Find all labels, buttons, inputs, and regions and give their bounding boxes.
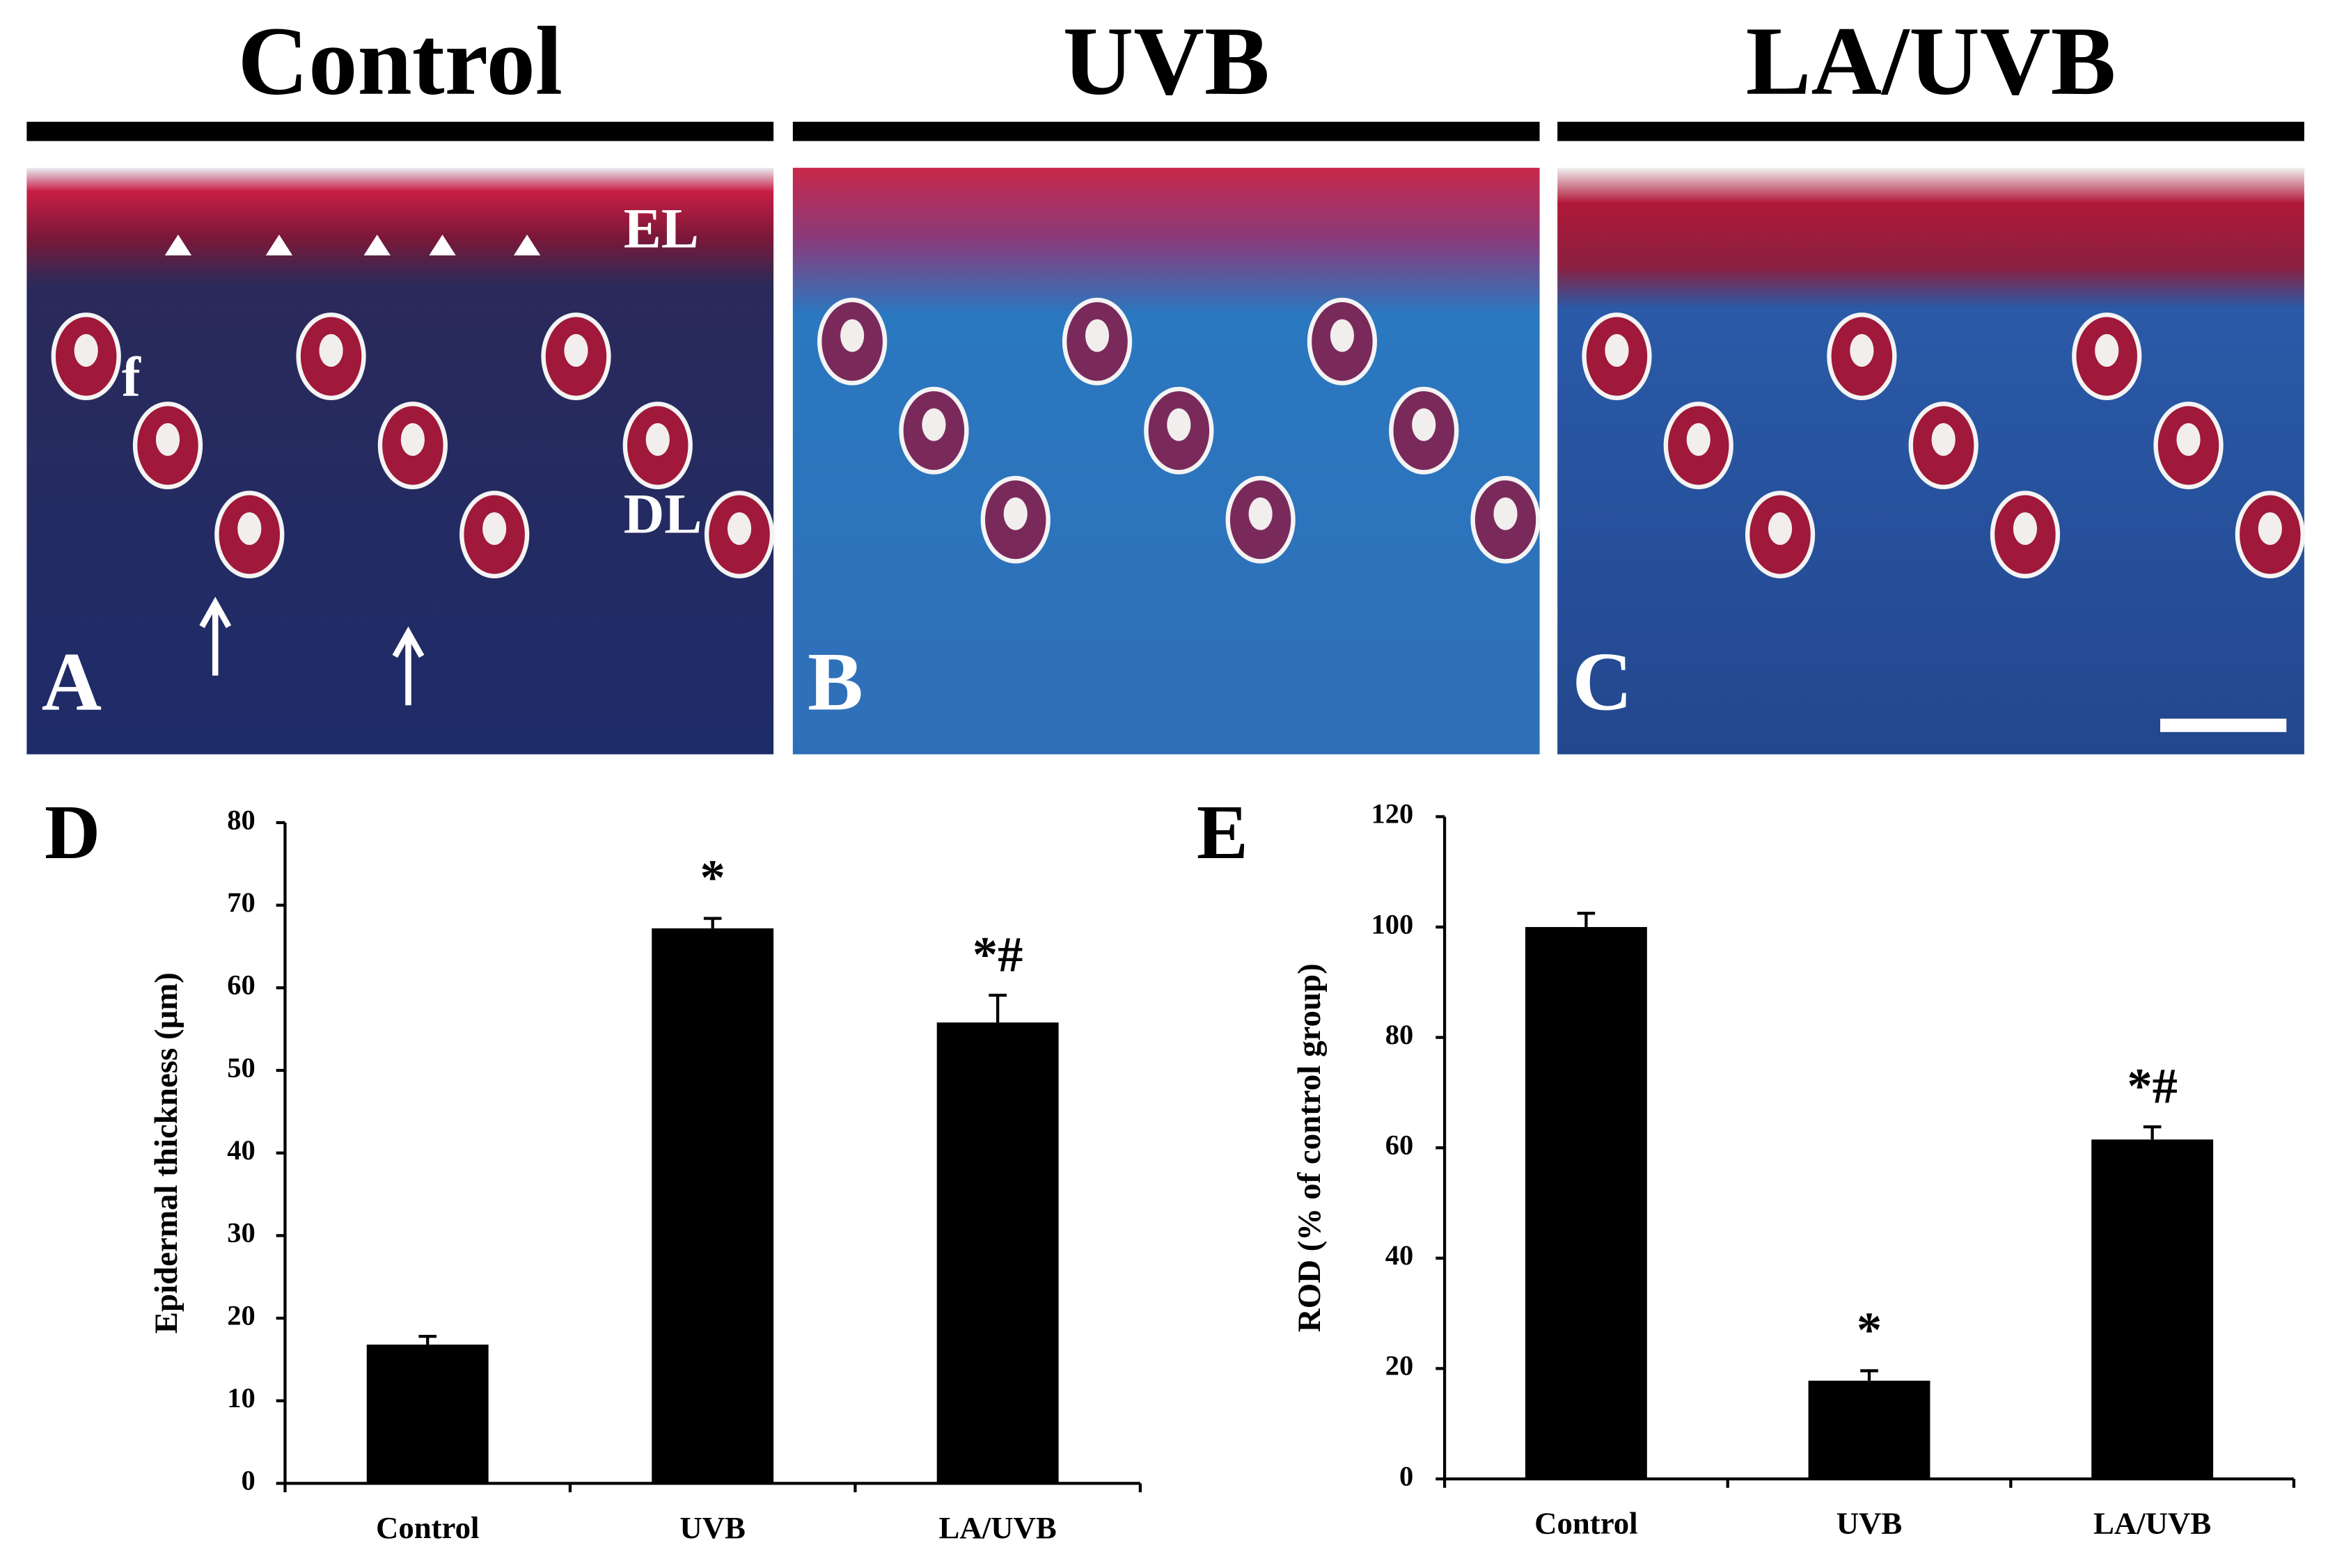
arrowhead [429, 235, 456, 255]
panel-letter: B [808, 635, 863, 727]
bar [652, 928, 774, 1484]
follicle-core [1768, 512, 1793, 546]
follicle-core [482, 512, 507, 546]
y-tick-label: 80 [227, 804, 255, 835]
y-tick-label: 20 [227, 1299, 255, 1331]
follicle-core [1412, 408, 1436, 441]
follicle-core [1248, 497, 1273, 530]
y-tick-label: 10 [227, 1382, 255, 1413]
arrow-head [392, 626, 425, 658]
significance-mark: *# [2127, 1058, 2178, 1114]
follicle-core [1493, 497, 1518, 530]
follicle-core [922, 408, 946, 441]
arrowhead [164, 235, 192, 255]
panel-title: Control [237, 8, 563, 116]
panel-letter: A [42, 635, 102, 727]
y-tick-label: 0 [1399, 1460, 1413, 1491]
y-tick-label: 70 [227, 887, 255, 918]
x-tick-label: UVB [1837, 1506, 1903, 1541]
x-tick-label: Control [376, 1510, 479, 1545]
y-tick-label: 80 [1385, 1019, 1414, 1050]
y-tick-label: 120 [1371, 798, 1414, 830]
panel-label: f [122, 346, 141, 409]
arrow-head [199, 596, 232, 628]
follicle-core [155, 423, 180, 456]
follicle-core [2095, 334, 2119, 367]
follicle-core [400, 423, 425, 456]
y-axis-label: Epidermal thickness (μm) [148, 972, 184, 1333]
bar [2091, 1139, 2214, 1479]
follicle-core [1003, 497, 1028, 530]
y-tick-label: 100 [1371, 908, 1414, 940]
follicle-core [319, 334, 343, 367]
panel-title: UVB [1063, 8, 1270, 116]
follicle-core [2258, 512, 2282, 546]
y-tick-label: 50 [227, 1052, 255, 1083]
follicle-core [1167, 408, 1191, 441]
follicle-core [74, 334, 98, 367]
x-tick-label: LA/UVB [939, 1510, 1057, 1545]
title-rule [26, 121, 774, 141]
panel-label: DL [624, 482, 702, 545]
title-rule [792, 121, 1540, 141]
follicle-core [237, 512, 262, 546]
panel-letter: C [1572, 635, 1632, 727]
panel-letter: D [45, 789, 100, 875]
y-axis-label: ROD (% of control group) [1291, 963, 1328, 1332]
follicle-core [1850, 334, 1874, 367]
y-tick-label: 30 [227, 1217, 255, 1249]
x-tick-label: LA/UVB [2093, 1506, 2211, 1541]
follicle-core [1605, 334, 1629, 367]
panel-title: LA/UVB [1746, 8, 2116, 116]
bar [936, 1022, 1059, 1484]
panel-letter: E [1197, 789, 1248, 875]
follicle-core [645, 423, 670, 456]
y-tick-label: 40 [227, 1134, 255, 1166]
x-tick-label: Control [1534, 1506, 1637, 1541]
x-tick-label: UVB [679, 1510, 746, 1545]
bar [1525, 927, 1647, 1479]
follicle-core [728, 512, 752, 546]
panel-label: EL [624, 198, 699, 260]
scale-bar [2160, 718, 2287, 732]
y-tick-label: 40 [1385, 1240, 1414, 1271]
arrowhead [363, 235, 391, 255]
follicle-core [2176, 423, 2201, 456]
bar [1808, 1380, 1930, 1479]
y-tick-label: 60 [227, 969, 255, 1001]
follicle-core [2013, 512, 2037, 546]
arrowhead [513, 235, 541, 255]
significance-mark: * [1857, 1301, 1882, 1358]
title-rule [1557, 121, 2304, 141]
follicle-core [1931, 423, 1956, 456]
y-tick-label: 60 [1385, 1130, 1414, 1161]
follicle-core [840, 319, 865, 352]
arrowhead [265, 235, 293, 255]
bar [366, 1345, 489, 1484]
follicle-core [1330, 319, 1354, 352]
follicle-core [564, 334, 588, 367]
follicle-core [1085, 319, 1110, 352]
significance-mark: *# [973, 926, 1023, 982]
follicle-core [1686, 423, 1710, 456]
significance-mark: * [700, 849, 725, 905]
y-tick-label: 20 [1385, 1350, 1414, 1381]
y-tick-label: 0 [242, 1465, 255, 1496]
